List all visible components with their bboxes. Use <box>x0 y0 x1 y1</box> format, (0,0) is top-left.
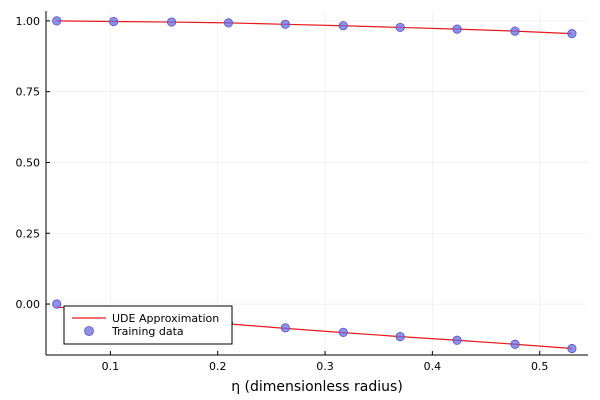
data-point-0-1 <box>109 16 119 27</box>
data-point-1-7 <box>452 335 462 345</box>
y-tick-label-1: 0.25 <box>16 227 41 240</box>
data-point-1-8 <box>510 339 520 349</box>
axis-layer <box>45 11 588 356</box>
legend-marker-swatch <box>84 326 94 336</box>
x-tick-label-3: 0.4 <box>424 360 442 373</box>
plot-area-frame <box>46 11 588 355</box>
data-point-0-9 <box>567 29 577 39</box>
legend-label-training: Training data <box>111 325 184 338</box>
series-line-0-0 <box>56 20 572 35</box>
data-point-0-2 <box>166 17 177 27</box>
data-point-1-5 <box>338 327 348 337</box>
y-tick-label-4: 1.00 <box>16 15 41 28</box>
point-layer <box>52 16 577 354</box>
legend: UDE Approximation Training data <box>63 305 233 345</box>
legend-label-ude: UDE Approximation <box>112 312 219 325</box>
data-point-1-0 <box>52 299 62 309</box>
y-tick-label-2: 0.50 <box>16 156 41 169</box>
y-tick-label-3: 0.75 <box>16 86 41 99</box>
data-point-0-3 <box>223 18 234 28</box>
tick-label-layer: 0.1 0.2 0.3 0.4 0.5 0.00 0.25 0.50 0.75 1.00 <box>16 15 549 373</box>
data-point-1-4 <box>280 323 290 333</box>
data-point-1-6 <box>395 331 405 342</box>
data-point-0-4 <box>280 19 290 29</box>
data-point-0-7 <box>452 24 462 34</box>
data-point-0-5 <box>338 21 348 31</box>
data-point-1-9 <box>567 343 577 354</box>
data-point-0-0 <box>52 16 62 26</box>
x-tick-label-0: 0.1 <box>102 360 120 373</box>
x-tick-label-4: 0.5 <box>531 360 549 373</box>
data-point-0-6 <box>395 22 405 33</box>
data-point-0-8 <box>510 26 520 36</box>
y-tick-label-0: 0.00 <box>16 298 41 311</box>
x-axis-title: η (dimensionless radius) <box>231 379 403 395</box>
x-tick-label-2: 0.3 <box>316 360 334 373</box>
line-layer <box>56 20 572 350</box>
grid-layer <box>46 11 588 355</box>
legend-box <box>63 305 233 345</box>
x-tick-label-1: 0.2 <box>209 360 227 373</box>
